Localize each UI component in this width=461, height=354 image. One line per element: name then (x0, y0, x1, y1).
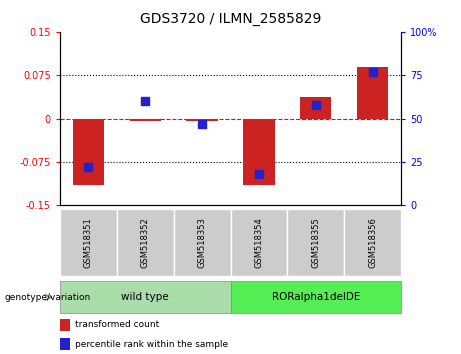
Bar (344, 209, 401, 276)
Text: GSM518353: GSM518353 (198, 217, 207, 268)
Bar (186, 119, 218, 121)
Text: GSM518352: GSM518352 (141, 217, 150, 268)
Text: GSM518354: GSM518354 (254, 217, 263, 268)
Text: GSM518356: GSM518356 (368, 217, 377, 268)
Point (255, 171, 263, 177)
Point (312, 102, 319, 108)
Bar (300, 97, 331, 119)
Bar (230, 281, 401, 313)
Text: GSM518355: GSM518355 (311, 217, 320, 268)
Text: GDS3720 / ILMN_2585829: GDS3720 / ILMN_2585829 (140, 12, 321, 27)
Point (198, 121, 206, 127)
Bar (243, 119, 275, 185)
Bar (60, 338, 70, 350)
Point (142, 98, 149, 104)
Text: GSM518351: GSM518351 (84, 217, 93, 268)
Bar (60, 209, 117, 276)
Text: wild type: wild type (121, 292, 169, 302)
Bar (230, 209, 287, 276)
Text: transformed count: transformed count (75, 320, 160, 329)
Bar (287, 209, 344, 276)
Text: percentile rank within the sample: percentile rank within the sample (75, 339, 228, 349)
Text: genotype/variation: genotype/variation (5, 293, 91, 302)
Point (369, 69, 376, 75)
Point (85, 164, 92, 170)
Bar (60, 319, 70, 331)
Bar (357, 67, 388, 119)
Bar (117, 209, 174, 276)
Bar (130, 119, 161, 121)
Text: RORalpha1delDE: RORalpha1delDE (272, 292, 360, 302)
Bar (174, 209, 230, 276)
Bar (73, 119, 104, 185)
Bar (60, 281, 230, 313)
